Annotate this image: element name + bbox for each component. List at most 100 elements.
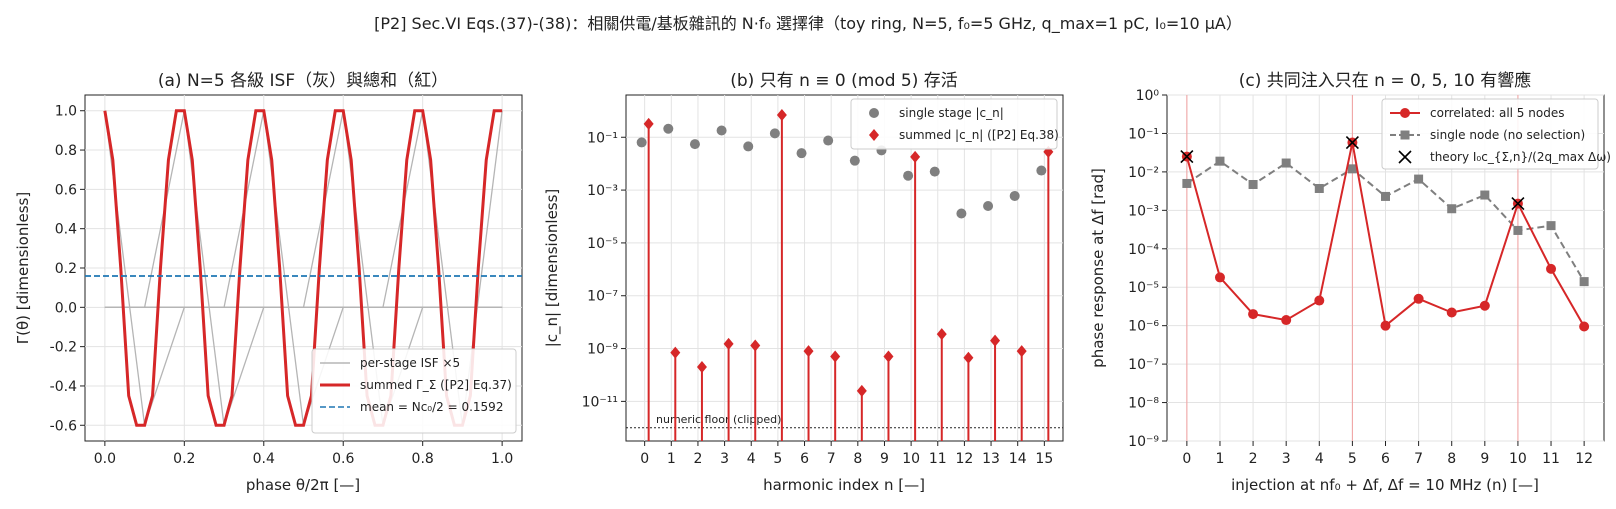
y-tick-label: 10⁰ [1136, 88, 1160, 104]
y-tick-label: -0.6 [50, 418, 77, 434]
panel-c-title: (c) 共同注入只在 n = 0, 5, 10 有響應 [1239, 70, 1532, 91]
summed-point [643, 117, 654, 130]
single-node-point [1215, 156, 1225, 166]
panel-b-series: numeric floor (clipped) single stage |c_n… [626, 98, 1063, 441]
correlated-point [1413, 293, 1424, 304]
y-tick-label: 0.6 [55, 182, 77, 198]
summed-point [1016, 345, 1027, 358]
panel-a: (a) N=5 各級 ISF（灰）與總和（紅） phase θ/2π [—] Γ… [14, 71, 523, 494]
y-tick-label: 10⁻¹ [1128, 126, 1159, 142]
y-tick-label: 10⁻⁵ [587, 236, 618, 252]
panel-c-series: correlated: all 5 nodes single node (no s… [1180, 95, 1611, 441]
panel-a-xlabel: phase θ/2π [—] [246, 476, 360, 494]
single-stage-point [769, 128, 780, 139]
single-node-point [1579, 277, 1589, 287]
single-node-point [1513, 225, 1523, 235]
summed-point [670, 346, 681, 359]
x-tick-label: 3 [1282, 451, 1291, 467]
panel-a-title: (a) N=5 各級 ISF（灰）與總和（紅） [158, 71, 448, 91]
single-stage-point [823, 135, 834, 146]
x-tick-label: 0.4 [253, 451, 275, 467]
correlated-point [1579, 321, 1590, 332]
y-tick-label: 10⁻⁷ [1128, 357, 1159, 373]
single-node-point [1314, 183, 1324, 193]
y-tick-label: 10⁻² [1128, 165, 1159, 181]
y-tick-label: -0.4 [50, 379, 77, 395]
single-stage-point [956, 208, 967, 219]
summed-point [856, 384, 867, 397]
x-tick-label: 8 [1447, 451, 1456, 467]
summed-isf-line [103, 109, 503, 427]
y-tick-label: 10⁻⁵ [1128, 280, 1159, 296]
summed-point [750, 339, 761, 352]
y-tick-label: 10⁻¹ [587, 130, 618, 146]
panel-b-plot-area [625, 94, 1064, 442]
x-tick-label: 5 [773, 451, 782, 467]
single-stage-point [929, 166, 940, 177]
single-node-point [1414, 174, 1424, 184]
x-tick-label: 4 [747, 451, 756, 467]
single-stage-point [903, 170, 914, 181]
legend-marker [869, 108, 879, 118]
single-stage-point [716, 125, 727, 136]
single-node-point [1248, 179, 1258, 189]
y-tick-label: 0.0 [55, 300, 77, 316]
summed-point [776, 108, 787, 121]
summed-point [990, 334, 1001, 347]
x-tick-label: 14 [1009, 451, 1027, 467]
correlated-point [1479, 300, 1490, 311]
correlated-point [1446, 307, 1457, 318]
y-tick-label: 10⁻⁶ [1128, 319, 1159, 335]
y-tick-label: 0.2 [55, 261, 77, 277]
summed-point [963, 351, 974, 364]
y-tick-label: 10⁻³ [1128, 203, 1159, 219]
legend-label: single stage |c_n| [899, 106, 1004, 120]
correlated-point [1314, 295, 1325, 306]
y-tick-label: 0.4 [55, 222, 77, 238]
x-tick-label: 15 [1035, 451, 1053, 467]
single-node-point [1447, 204, 1457, 214]
y-tick-label: 10⁻¹¹ [582, 394, 618, 410]
x-tick-label: 12 [1575, 451, 1593, 467]
y-tick-label: 10⁻⁴ [1128, 242, 1159, 258]
x-tick-label: 2 [1249, 451, 1258, 467]
summed-point [696, 361, 707, 374]
y-tick-label: -0.2 [50, 340, 77, 356]
single-stage-point [1009, 190, 1020, 201]
legend-marker [1398, 150, 1412, 164]
summed-point [883, 350, 894, 363]
x-tick-label: 6 [800, 451, 809, 467]
x-tick-label: 6 [1381, 451, 1390, 467]
y-tick-label: 10⁻⁷ [587, 289, 618, 305]
single-stage-point [689, 139, 700, 150]
panel-c-axes: 10⁻⁹ 10⁻⁸ 10⁻⁷ 10⁻⁶ 10⁻⁵ 10⁻⁴ 10⁻³ 10⁻² 10⁻¹ 10⁰ 0… [1128, 88, 1604, 467]
legend-label: single node (no selection) [1430, 128, 1585, 142]
x-tick-label: 10 [1509, 451, 1527, 467]
single-node-point [1347, 164, 1357, 174]
theory-point [1511, 196, 1525, 211]
x-tick-label: 13 [982, 451, 1000, 467]
panel-c-ylabel: phase response at Δf [rad] [1089, 168, 1107, 368]
legend-label: summed Γ_Σ ([P2] Eq.37) [360, 378, 512, 392]
x-tick-label: 9 [880, 451, 889, 467]
correlated-point [1281, 315, 1292, 326]
numeric-floor-label: numeric floor (clipped) [656, 413, 781, 426]
panel-b-ylabel: |c_n| [dimensionless] [543, 189, 562, 348]
legend-label: mean = Nc₀/2 = 0.1592 [360, 400, 503, 414]
summed-point [936, 328, 947, 341]
correlated-point [1546, 263, 1557, 274]
panel-a-series: per-stage ISF ×5 summed Γ_Σ ([P2] Eq.37) m… [85, 109, 522, 434]
x-tick-label: 0 [1182, 451, 1191, 467]
legend-box [311, 348, 517, 434]
x-tick-label: 0.0 [94, 451, 116, 467]
theory-point [1180, 150, 1194, 164]
panel-b: (b) 只有 n ≡ 0 (mod 5) 存活 harmonic index n… [543, 71, 1064, 494]
panel-a-ylabel: Γ(θ) [dimensionless] [14, 192, 32, 344]
y-tick-label: 10⁻³ [587, 183, 618, 199]
x-tick-label: 11 [1542, 451, 1560, 467]
legend-box [1381, 98, 1599, 170]
legend-marker [869, 129, 879, 141]
x-tick-label: 4 [1315, 451, 1324, 467]
